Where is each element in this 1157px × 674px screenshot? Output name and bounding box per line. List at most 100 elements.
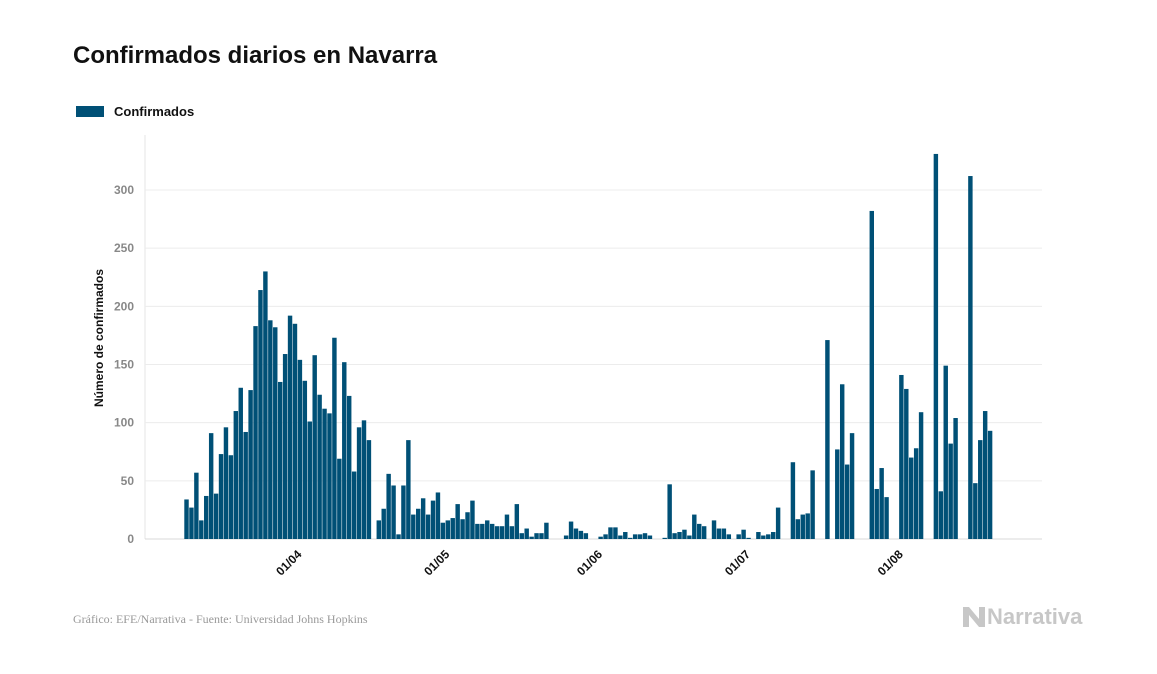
narrativa-logo: Narrativa	[963, 604, 1082, 630]
bar: 01/04: 192	[287, 315, 293, 539]
bar: 06/04: 158	[312, 355, 317, 539]
bar: 04/04: 136	[302, 380, 308, 539]
bar: 08/04: 112	[322, 408, 327, 539]
bar: 10/08: 331	[933, 153, 939, 540]
bar: 15/04: 96	[356, 427, 362, 539]
bar: 08/07: 6	[770, 532, 776, 539]
bar: 29/04: 21	[425, 514, 431, 539]
bar: 09/05: 13	[475, 523, 480, 539]
bar: 29/03: 182	[273, 327, 278, 539]
bar: 11/04: 69	[337, 458, 342, 539]
bar: 11/08: 41	[938, 491, 944, 539]
bar: 05/06: 10	[608, 527, 613, 539]
bar: 10/04: 173	[332, 337, 337, 539]
bar: 07/04: 124	[317, 394, 322, 539]
bar: 13/03: 57	[194, 472, 199, 539]
bar: 20/05: 2	[529, 536, 534, 539]
bar: 09/07: 27	[775, 507, 781, 539]
bar: 14/07: 21	[800, 514, 805, 539]
bar: 24/03: 128	[248, 390, 253, 539]
bar: 01/07: 4	[736, 534, 741, 539]
bar: 04/05: 18	[450, 518, 455, 539]
bar: 26/06: 16	[711, 520, 717, 539]
bar: 10/06: 4	[632, 534, 638, 539]
bar: 08/06: 6	[623, 532, 628, 539]
bar: 06/06: 10	[613, 527, 618, 539]
bar: 13/05: 11	[494, 526, 500, 539]
bar: 29/06: 4	[726, 534, 732, 539]
bar: 13/04: 123	[346, 395, 352, 539]
bar: 07/05: 23	[465, 512, 470, 539]
bar: 07/06: 3	[618, 535, 623, 539]
bar: 18/05: 5	[519, 533, 524, 539]
legend: Confirmados	[76, 104, 194, 119]
bar: 17/05: 30	[514, 504, 520, 539]
bar: 27/05: 3	[563, 535, 569, 539]
bar: 01/05: 40	[435, 492, 441, 539]
bar: 14/05: 11	[499, 526, 505, 539]
bar: 11/05: 16	[485, 520, 490, 539]
bar: 04/08: 129	[904, 388, 909, 539]
bar: 19/03: 96	[223, 427, 229, 539]
bar: 20/04: 26	[381, 508, 386, 539]
bar: 21/07: 77	[835, 449, 840, 539]
bar: 02/05: 14	[440, 522, 446, 539]
bars: 11/03: 3412/03: 2713/03: 5714/03: 1615/0…	[184, 153, 993, 540]
x-tick-label: 01/07	[722, 547, 753, 578]
bar: 02/07: 8	[741, 529, 746, 539]
bar: 04/06: 4	[603, 534, 608, 539]
bar: 25/03: 183	[253, 326, 258, 539]
bar: 27/04: 26	[416, 508, 421, 539]
source-credit: Gráfico: EFE/Narrativa - Fuente: Univers…	[73, 612, 368, 626]
bar: 18/03: 73	[218, 454, 224, 539]
y-tick-label: 150	[114, 358, 134, 372]
x-tick-label: 01/04	[273, 547, 304, 578]
bar: 12/08: 149	[943, 365, 948, 539]
bar: 21/08: 93	[987, 430, 993, 539]
bar: 22/07: 133	[839, 384, 845, 539]
bar: 16/07: 59	[810, 470, 815, 539]
bar: 17/03: 39	[213, 493, 219, 539]
bar: 24/07: 91	[849, 433, 855, 539]
bar: 21/04: 56	[386, 473, 391, 539]
bar: 24/04: 46	[401, 485, 406, 539]
bar: 13/07: 17	[795, 519, 801, 539]
bar: 05/08: 70	[909, 457, 914, 539]
bar: 03/05: 16	[445, 520, 451, 539]
bar: 12/05: 13	[489, 523, 495, 539]
bar: 28/05: 15	[568, 521, 574, 539]
chart-title: Confirmados diarios en Navarra	[73, 42, 438, 69]
bar: 20/03: 72	[228, 455, 234, 539]
y-tick-label: 300	[114, 183, 134, 197]
bar: 17/08: 312	[968, 176, 973, 540]
bar: 21/06: 3	[687, 535, 692, 539]
x-axis-ticks: 01/04 01/05 01/06 01/07 01/08	[273, 547, 906, 578]
bar: 16/06: 1	[662, 537, 667, 539]
logo-text: Narrativa	[987, 604, 1083, 629]
bar: 12/07: 66	[790, 462, 796, 539]
bar: 29/07: 43	[874, 488, 879, 539]
bar: 29/05: 9	[573, 528, 579, 539]
bar: 02/04: 185	[292, 323, 298, 539]
bar: 15/05: 21	[504, 514, 510, 539]
bar: 30/07: 61	[879, 468, 884, 539]
y-tick-label: 250	[114, 241, 134, 255]
bar: 15/07: 22	[805, 513, 810, 539]
bar: 20/08: 110	[982, 411, 988, 539]
y-tick-label: 200	[114, 299, 134, 313]
bar: 14/08: 104	[953, 418, 958, 539]
bar: 19/06: 6	[677, 532, 682, 539]
bar: 17/04: 85	[366, 440, 372, 539]
bar: 07/08: 109	[918, 412, 924, 539]
bar: 19/08: 85	[978, 440, 983, 539]
bar: 05/04: 101	[307, 421, 312, 539]
bar: 05/07: 6	[756, 532, 761, 539]
bar: 26/03: 214	[258, 290, 263, 539]
bar: 24/06: 11	[701, 526, 707, 539]
bar: 19/04: 16	[376, 520, 381, 539]
bar: 19/05: 9	[524, 528, 529, 539]
bar: 12/03: 27	[189, 507, 194, 539]
bar: 23/07: 64	[844, 464, 850, 539]
bar: 06/05: 17	[460, 519, 465, 539]
